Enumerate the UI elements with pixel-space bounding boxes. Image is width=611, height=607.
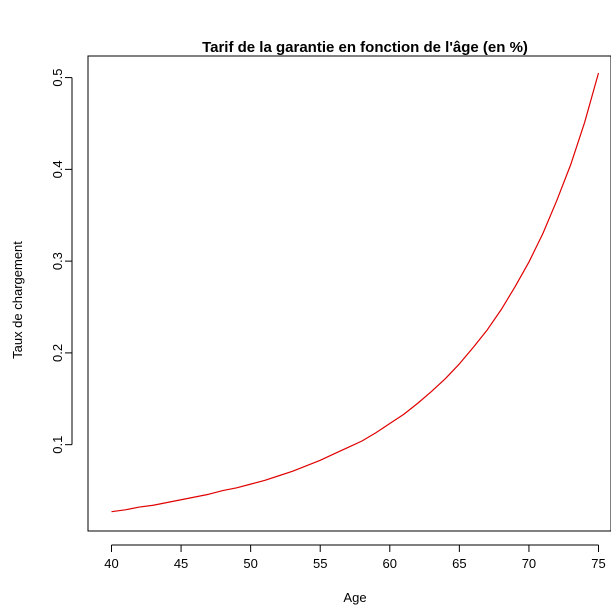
y-axis-label: Taux de chargement bbox=[10, 241, 25, 359]
x-axis: 40 45 50 55 60 65 70 75 bbox=[104, 544, 606, 571]
series-line bbox=[111, 72, 600, 513]
x-tick-label: 50 bbox=[243, 556, 257, 571]
x-tick-label: 55 bbox=[313, 556, 327, 571]
x-tick-label: 60 bbox=[383, 556, 397, 571]
y-tick-label: 0.5 bbox=[50, 69, 65, 87]
y-tick-label: 0.1 bbox=[50, 436, 65, 454]
y-tick-label: 0.3 bbox=[50, 252, 65, 270]
y-tick-label: 0.2 bbox=[50, 344, 65, 362]
series-layer bbox=[111, 72, 600, 513]
x-tick-label: 40 bbox=[104, 556, 118, 571]
x-tick-label: 45 bbox=[174, 556, 188, 571]
x-tick-label: 75 bbox=[591, 556, 605, 571]
chart-title: Tarif de la garantie en fonction de l'âg… bbox=[202, 39, 528, 56]
x-tick-label: 70 bbox=[522, 556, 536, 571]
x-tick-label: 65 bbox=[452, 556, 466, 571]
plot-frame bbox=[87, 55, 611, 532]
y-axis: 0.1 0.2 0.3 0.4 0.5 bbox=[50, 69, 73, 454]
x-axis-label: Age bbox=[343, 590, 366, 605]
y-tick-label: 0.4 bbox=[50, 160, 65, 178]
